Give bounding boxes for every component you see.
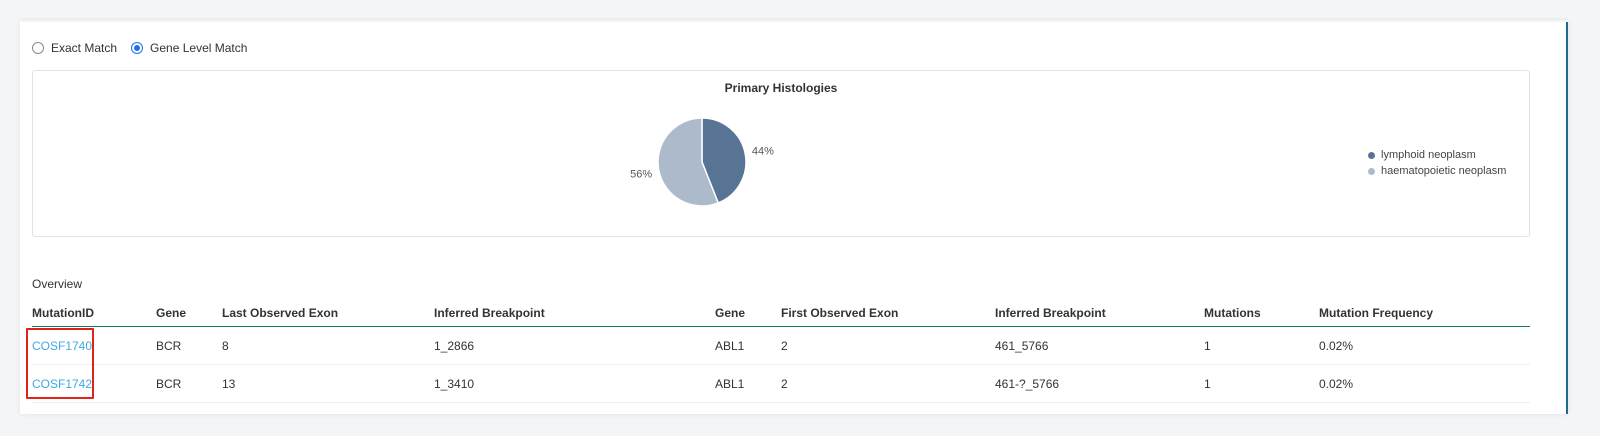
table-header-row: MutationID Gene Last Observed Exon Infer… xyxy=(32,300,1530,327)
exact-match-label[interactable]: Exact Match xyxy=(51,41,118,55)
gene-5prime-cell: BCR xyxy=(156,364,222,403)
overview-heading: Overview xyxy=(32,277,83,291)
exact-match-radio-circle[interactable] xyxy=(32,42,44,54)
gene-3prime-cell: ABL1 xyxy=(715,326,781,365)
results-panel: Exact Match Gene Level Match Primary His… xyxy=(20,22,1568,414)
mutation-id-highlight-box xyxy=(26,328,94,399)
table-row: COSF1740 BCR 8 1_2866 ABL1 2 461_5766 1 … xyxy=(32,326,1530,365)
column-header-inferred-breakpoint-5prime[interactable]: Inferred Breakpoint xyxy=(434,300,715,327)
column-header-last-observed-exon[interactable]: Last Observed Exon xyxy=(222,300,434,327)
column-header-mutation-frequency[interactable]: Mutation Frequency xyxy=(1319,300,1530,327)
legend-dot-haematopoietic-neoplasm xyxy=(1368,167,1375,175)
exact-match-radio[interactable]: Exact Match xyxy=(32,41,117,55)
column-header-gene-3prime[interactable]: Gene xyxy=(715,300,781,327)
column-header-inferred-breakpoint-3prime[interactable]: Inferred Breakpoint xyxy=(995,300,1204,327)
last-observed-exon-cell: 13 xyxy=(222,364,434,403)
inferred-breakpoint-3prime-cell: 461-?_5766 xyxy=(995,364,1204,403)
pie-slice-lymphoid-neoplasm[interactable] xyxy=(701,117,747,204)
legend-dot-lymphoid-neoplasm xyxy=(1368,151,1375,159)
pie-chart: 44% 56% xyxy=(630,117,774,207)
column-header-mutations[interactable]: Mutations xyxy=(1204,300,1319,327)
first-observed-exon-cell: 2 xyxy=(781,326,995,365)
match-type-radio-group: Exact Match Gene Level Match xyxy=(32,39,261,57)
gene-level-match-label[interactable]: Gene Level Match xyxy=(150,41,248,55)
inferred-breakpoint-3prime-cell: 461_5766 xyxy=(995,326,1204,365)
legend-item-lymphoid-neoplasm[interactable]: lymphoid neoplasm xyxy=(1368,147,1506,163)
gene-level-match-radio-circle[interactable] xyxy=(131,42,144,54)
legend-label-lymphoid-neoplasm: lymphoid neoplasm xyxy=(1381,149,1476,161)
pie-data-label-haematopoietic-neoplasm: 56% xyxy=(630,169,652,181)
mutations-cell: 1 xyxy=(1204,326,1319,365)
primary-histologies-chart-card: Primary Histologies 44% 56% lymphoid neop… xyxy=(32,70,1530,237)
mutation-frequency-cell: 0.02% xyxy=(1319,364,1530,403)
first-observed-exon-cell: 2 xyxy=(781,364,995,403)
mutation-frequency-cell: 0.02% xyxy=(1319,326,1530,365)
gene-level-match-radio[interactable]: Gene Level Match xyxy=(131,41,247,55)
column-header-first-observed-exon[interactable]: First Observed Exon xyxy=(781,300,995,327)
pie-data-label-lymphoid-neoplasm: 44% xyxy=(752,145,774,157)
column-header-gene-5prime[interactable]: Gene xyxy=(156,300,222,327)
legend-item-haematopoietic-neoplasm[interactable]: haematopoietic neoplasm xyxy=(1368,163,1506,179)
chart-legend: lymphoid neoplasm haematopoietic neoplas… xyxy=(1368,147,1506,179)
top-shadow xyxy=(20,18,1568,22)
gene-3prime-cell: ABL1 xyxy=(715,364,781,403)
inferred-breakpoint-5prime-cell: 1_3410 xyxy=(434,364,715,403)
column-header-mutation-id[interactable]: MutationID xyxy=(32,300,156,327)
gene-5prime-cell: BCR xyxy=(156,326,222,365)
chart-title: Primary Histologies xyxy=(724,81,838,95)
last-observed-exon-cell: 8 xyxy=(222,326,434,365)
overview-table: MutationID Gene Last Observed Exon Infer… xyxy=(32,300,1530,403)
mutation-id-link[interactable]: COSF1742 xyxy=(32,376,93,391)
legend-label-haematopoietic-neoplasm: haematopoietic neoplasm xyxy=(1381,165,1507,177)
inferred-breakpoint-5prime-cell: 1_2866 xyxy=(434,326,715,365)
pie-slice-haematopoietic-neoplasm[interactable] xyxy=(657,117,720,207)
mutation-id-cell: COSF1742 xyxy=(32,364,156,403)
mutation-id-cell: COSF1740 xyxy=(32,326,156,365)
panel-scroll-edge xyxy=(1566,22,1568,414)
mutations-cell: 1 xyxy=(1204,364,1319,403)
table-row: COSF1742 BCR 13 1_3410 ABL1 2 461-?_5766… xyxy=(32,364,1530,403)
mutation-id-link[interactable]: COSF1740 xyxy=(32,338,93,353)
